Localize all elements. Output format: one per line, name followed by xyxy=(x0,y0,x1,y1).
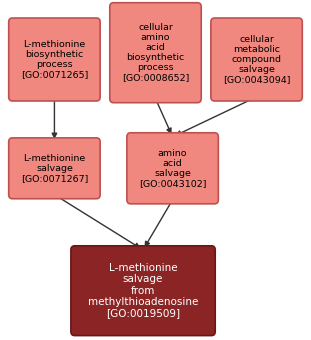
FancyBboxPatch shape xyxy=(9,138,100,199)
Text: cellular
amino
acid
biosynthetic
process
[GO:0008652]: cellular amino acid biosynthetic process… xyxy=(122,23,189,82)
FancyBboxPatch shape xyxy=(110,3,201,103)
FancyBboxPatch shape xyxy=(9,18,100,101)
Text: amino
acid
salvage
[GO:0043102]: amino acid salvage [GO:0043102] xyxy=(139,149,207,188)
FancyBboxPatch shape xyxy=(211,18,302,101)
Text: L-methionine
salvage
[GO:0071267]: L-methionine salvage [GO:0071267] xyxy=(21,154,88,183)
FancyBboxPatch shape xyxy=(71,246,215,336)
Text: L-methionine
salvage
from
methylthioadenosine
[GO:0019509]: L-methionine salvage from methylthioaden… xyxy=(88,263,198,318)
FancyBboxPatch shape xyxy=(127,133,218,204)
Text: cellular
metabolic
compound
salvage
[GO:0043094]: cellular metabolic compound salvage [GO:… xyxy=(223,35,290,84)
Text: L-methionine
biosynthetic
process
[GO:0071265]: L-methionine biosynthetic process [GO:00… xyxy=(21,40,88,79)
